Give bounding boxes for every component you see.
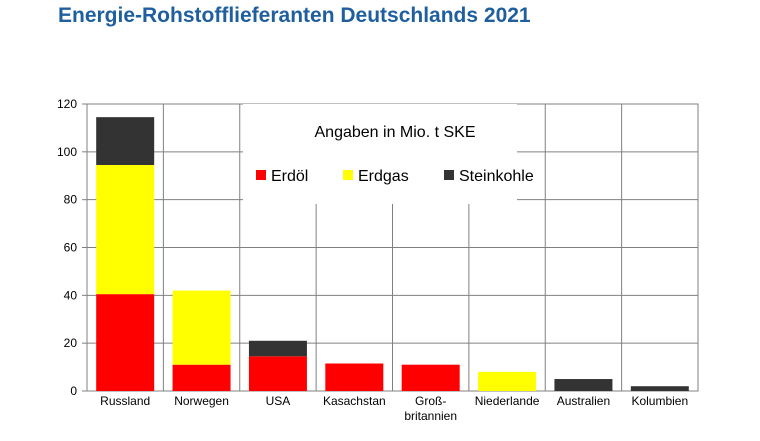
bar-segment-steinkohle [630, 386, 689, 391]
x-tick-label: USA [266, 394, 291, 408]
chart-annotation: Angaben in Mio. t SKE [315, 124, 476, 141]
axes: 0 20 40 60 80 100 120 Russland Norwegen USA Kasach… [57, 97, 688, 423]
legend-label: Steinkohle [459, 168, 534, 185]
bar-segment-steinkohle [554, 379, 613, 391]
bar-segment-erdgas [96, 164, 155, 295]
bar-segment-erdöl [401, 364, 460, 391]
y-tick-label: 40 [64, 288, 78, 302]
y-tick-label: 60 [64, 241, 78, 255]
y-tick-label: 100 [57, 145, 77, 159]
bar-segment-erdöl [96, 294, 155, 391]
bar-segment-erdgas [172, 290, 231, 365]
bar-segment-steinkohle [248, 340, 307, 357]
bar-segment-erdöl [172, 364, 231, 391]
legend-box [243, 104, 517, 204]
x-tick-label: Niederlande [475, 394, 540, 408]
y-tick-label: 20 [64, 336, 78, 350]
y-tick-label: 120 [57, 97, 77, 111]
x-tick-label: Kolumbien [631, 394, 688, 408]
legend: Angaben in Mio. t SKE Erdöl Erdgas Steinko… [243, 104, 534, 204]
x-tick-label: Norwegen [174, 394, 229, 408]
legend-swatch [444, 170, 454, 180]
x-tick-label: Kasachstan [323, 394, 386, 408]
bars [96, 117, 689, 391]
legend-swatch [256, 170, 266, 180]
y-tick-label: 0 [70, 384, 77, 398]
page-title: Energie-Rohstofflieferanten Deutschlands… [58, 4, 531, 27]
legend-swatch [343, 170, 353, 180]
bar-segment-erdöl [325, 363, 384, 391]
x-tick-label: Australien [557, 394, 610, 408]
bar-segment-erdöl [248, 356, 307, 391]
legend-label: Erdöl [271, 168, 308, 185]
x-tick-label: Groß-britannien [404, 394, 457, 423]
legend-label: Erdgas [358, 168, 409, 185]
x-tick-label: Russland [100, 394, 150, 408]
bar-segment-steinkohle [96, 117, 155, 165]
y-tick-label: 80 [64, 193, 78, 207]
bar-segment-erdgas [478, 371, 537, 391]
